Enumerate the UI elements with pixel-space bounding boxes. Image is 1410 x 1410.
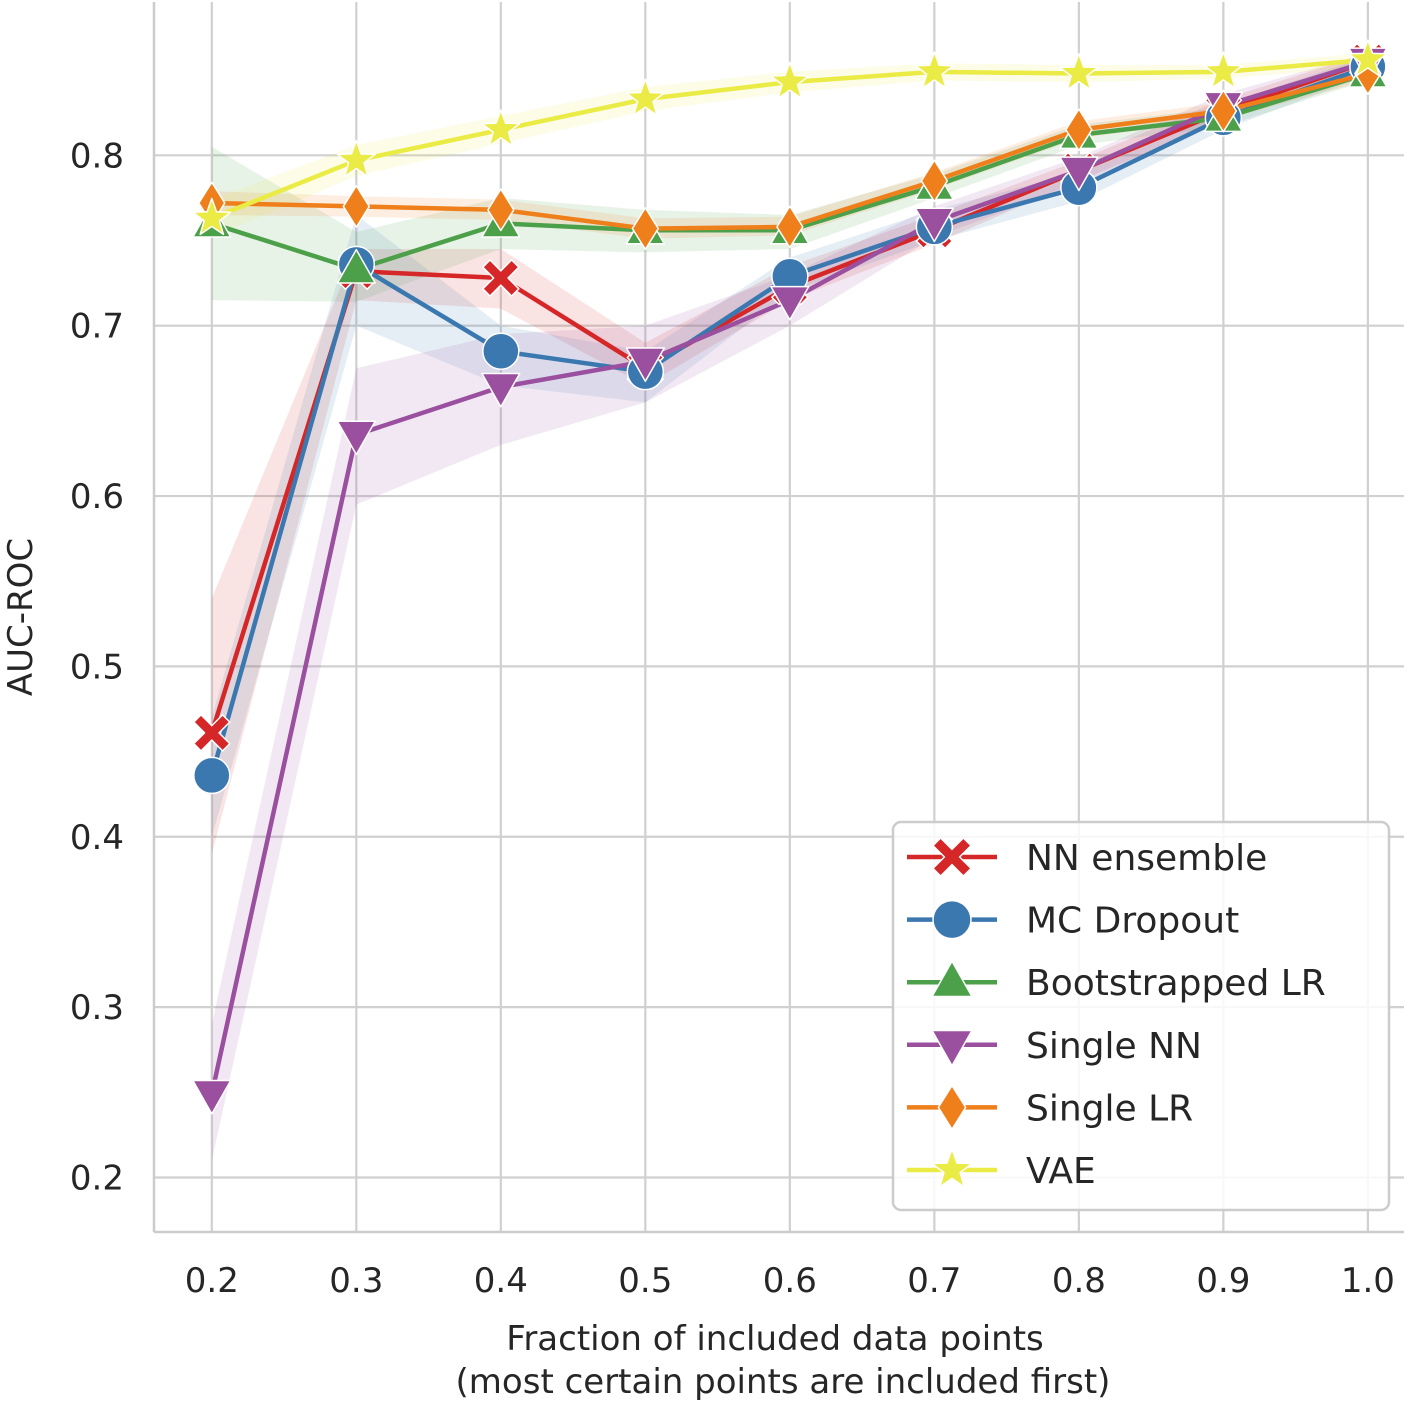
series-4-point-6 bbox=[1065, 108, 1093, 152]
series-4-point-7 bbox=[1209, 89, 1238, 133]
series-4-point-4 bbox=[776, 205, 804, 249]
series-1-point-2 bbox=[482, 332, 520, 370]
series-0-point-2 bbox=[482, 259, 520, 297]
y-tick-label-1: 0.3 bbox=[70, 988, 124, 1028]
x-tick-label-5: 0.7 bbox=[907, 1261, 961, 1301]
x-tick-label-2: 0.4 bbox=[474, 1261, 528, 1301]
legend-label-3: Single NN bbox=[1026, 1026, 1202, 1067]
legend-label-4: Single LR bbox=[1026, 1088, 1193, 1129]
x-axis-label-line1: Fraction of included data points bbox=[506, 1319, 1044, 1359]
series-4-point-3 bbox=[631, 207, 660, 251]
band-0 bbox=[211, 53, 1368, 854]
x-tick-label-0: 0.2 bbox=[185, 1261, 239, 1301]
x-axis-label-line2: (most certain points are included first) bbox=[456, 1362, 1111, 1402]
x-tick-label-7: 0.9 bbox=[1196, 1261, 1250, 1301]
legend-label-2: Bootstrapped LR bbox=[1026, 963, 1326, 1004]
series-5-point-0 bbox=[192, 197, 232, 236]
y-tick-label-2: 0.4 bbox=[70, 818, 124, 858]
series-5-point-8 bbox=[1348, 39, 1388, 77]
y-tick-label-4: 0.6 bbox=[70, 477, 124, 517]
y-tick-label-6: 0.8 bbox=[70, 136, 124, 176]
series-3-point-4 bbox=[770, 285, 810, 321]
series-2-point-1 bbox=[336, 248, 376, 284]
series-5-point-5 bbox=[914, 51, 954, 89]
y-tick-labels: 0.2 0.3 0.4 0.5 0.6 0.7 0.8 bbox=[70, 136, 124, 1198]
legend-marker-2 bbox=[931, 960, 973, 998]
legend-marker-0 bbox=[932, 837, 972, 877]
legend-label-5: VAE bbox=[1026, 1151, 1096, 1192]
x-tick-label-4: 0.6 bbox=[763, 1261, 817, 1301]
y-tick-label-3: 0.5 bbox=[70, 647, 124, 687]
y-axis-label: AUC-ROC bbox=[1, 538, 41, 696]
legend: NN ensemble MC Dropout Bootstrapped LR Sing… bbox=[891, 820, 1391, 1212]
series-3-point-3 bbox=[625, 347, 665, 383]
series-5-point-2 bbox=[481, 109, 521, 147]
series-1-point-0 bbox=[193, 756, 231, 795]
series-3-point-2 bbox=[481, 372, 521, 408]
x-tick-labels: 0.2 0.3 0.4 0.5 0.6 0.7 0.8 0.9 1.0 bbox=[185, 1261, 1395, 1301]
series-3-point-5 bbox=[914, 207, 954, 243]
legend-label-0: NN ensemble bbox=[1026, 838, 1267, 879]
y-tick-label-5: 0.7 bbox=[70, 307, 124, 347]
x-tick-label-3: 0.5 bbox=[618, 1261, 672, 1301]
series-5-point-4 bbox=[770, 61, 810, 99]
axes-frame bbox=[152, 2, 1404, 1234]
y-tick-label-0: 0.2 bbox=[70, 1158, 124, 1198]
grid-lines bbox=[154, 2, 1404, 1232]
x-tick-label-1: 0.3 bbox=[329, 1261, 383, 1301]
series-markers bbox=[192, 39, 1388, 1115]
x-tick-label-8: 1.0 bbox=[1341, 1261, 1395, 1301]
series-4-point-1 bbox=[342, 184, 371, 228]
legend-box bbox=[891, 820, 1391, 1212]
legend-marker-5 bbox=[931, 1148, 973, 1188]
series-3-point-6 bbox=[1059, 156, 1099, 192]
legend-marker-1 bbox=[932, 899, 972, 940]
legend-marker-4 bbox=[937, 1084, 967, 1130]
series-4-point-2 bbox=[487, 188, 515, 232]
x-tick-label-6: 0.8 bbox=[1052, 1261, 1106, 1301]
series-5-point-3 bbox=[625, 78, 665, 116]
legend-label-1: MC Dropout bbox=[1026, 901, 1239, 942]
series-3-point-1 bbox=[336, 420, 376, 456]
series-3-point-0 bbox=[192, 1079, 232, 1115]
legend-marker-3 bbox=[931, 1029, 973, 1067]
series-5-point-6 bbox=[1059, 53, 1099, 91]
series-5-point-1 bbox=[336, 139, 376, 178]
series-0-point-0 bbox=[193, 714, 231, 752]
series-5-point-7 bbox=[1203, 51, 1243, 89]
series-4-point-5 bbox=[920, 159, 949, 203]
